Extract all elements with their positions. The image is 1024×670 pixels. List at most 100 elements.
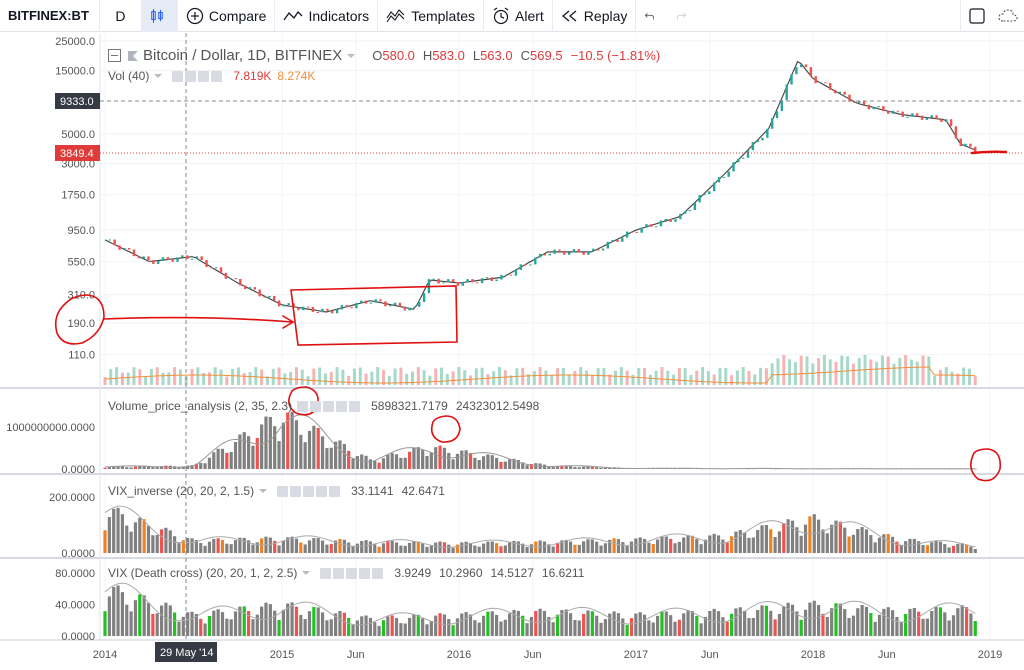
vix-deathcross-title[interactable]: VIX (Death cross) (20, 20, 1, 2, 2.5) xyxy=(108,566,298,580)
braces-icon[interactable] xyxy=(303,485,315,497)
gear-icon[interactable] xyxy=(333,567,345,579)
eye-icon[interactable] xyxy=(320,567,332,579)
plus-icon[interactable] xyxy=(316,485,328,497)
undo-button[interactable] xyxy=(636,0,668,32)
plus-icon[interactable] xyxy=(198,70,210,82)
indicator-bar xyxy=(460,450,464,469)
indicator-bar xyxy=(838,521,842,553)
gear-icon[interactable] xyxy=(310,400,322,412)
volume-bar xyxy=(532,371,536,385)
indicator-bar xyxy=(360,454,364,469)
chevron-down-icon[interactable] xyxy=(153,72,163,80)
volume-bar xyxy=(370,371,374,385)
indicator-bar xyxy=(699,544,703,553)
price-candle xyxy=(142,256,145,259)
indicator-bar xyxy=(629,541,634,553)
close-icon[interactable] xyxy=(211,70,223,82)
eye-icon[interactable] xyxy=(277,485,289,497)
braces-icon[interactable] xyxy=(346,567,358,579)
indicator-bar xyxy=(190,611,194,636)
close-icon[interactable] xyxy=(349,400,361,412)
ohlc-change: −10.5 (−1.81%) xyxy=(570,48,661,63)
indicator-bar xyxy=(586,539,590,553)
main-series-title[interactable]: Bitcoin / Dollar, 1D, BITFINEX xyxy=(143,47,343,64)
vol-legend-buttons[interactable] xyxy=(172,70,224,82)
price-candle xyxy=(741,157,745,159)
vix-deathcross-legend-buttons[interactable] xyxy=(320,567,385,579)
symbol-search-button[interactable]: BITFINEX:BT xyxy=(0,0,100,32)
indicator-bar xyxy=(877,537,882,553)
indicator-bar xyxy=(917,541,921,553)
compare-button[interactable]: Compare xyxy=(178,0,276,32)
price-candle xyxy=(935,115,938,120)
indicator-bar xyxy=(669,538,673,553)
plus-icon[interactable] xyxy=(359,567,371,579)
indicator-bar xyxy=(107,517,111,553)
indicator-bar xyxy=(190,538,194,553)
indicator-bar xyxy=(956,543,960,553)
price-candle xyxy=(553,249,556,254)
chevron-down-icon[interactable] xyxy=(258,487,268,495)
chevron-down-icon[interactable] xyxy=(301,569,311,577)
indicator-bar xyxy=(164,527,168,553)
indicator-bar xyxy=(425,546,429,553)
price-candle xyxy=(369,302,373,304)
price-candle xyxy=(679,213,682,220)
indicator-bar xyxy=(777,613,782,636)
plus-icon[interactable] xyxy=(336,400,348,412)
vpa-title[interactable]: Volume_price_analysis (2, 35, 2.3) xyxy=(108,399,293,413)
eye-icon[interactable] xyxy=(172,70,184,82)
x-tick-label: Jun xyxy=(701,649,719,661)
indicators-button[interactable]: Indicators xyxy=(275,0,379,32)
interval-button[interactable]: D xyxy=(100,0,142,32)
indicator-bar xyxy=(673,543,677,553)
indicator-bar xyxy=(495,457,499,469)
indicator-bar xyxy=(782,606,786,636)
braces-icon[interactable] xyxy=(323,400,335,412)
price-candle xyxy=(872,107,875,110)
indicator-bar xyxy=(299,614,303,636)
price-candle xyxy=(490,277,493,281)
vpa-legend-buttons[interactable] xyxy=(297,400,362,412)
indicator-bar xyxy=(508,613,512,636)
eye-icon[interactable] xyxy=(297,400,309,412)
gear-icon[interactable] xyxy=(290,485,302,497)
volume-bar xyxy=(463,370,467,385)
y-tick-label: 200.0000 xyxy=(49,492,95,504)
collapse-legend-icon[interactable] xyxy=(108,49,121,62)
price-candle xyxy=(302,306,305,311)
cloud-save-button[interactable] xyxy=(992,0,1024,32)
chart-canvas[interactable]: 25000.0 15000.0 5000.0 3000.0 1750.0 950.0 550… xyxy=(0,33,1024,665)
price-candle xyxy=(974,146,977,153)
price-candle xyxy=(737,158,740,163)
chart-area[interactable]: 25000.0 15000.0 5000.0 3000.0 1750.0 950.0 550… xyxy=(0,33,1024,665)
volume-bar xyxy=(909,359,913,385)
replay-button[interactable]: Replay xyxy=(553,0,637,32)
y-tick-label: 190.0 xyxy=(67,318,95,330)
chart-style-button[interactable] xyxy=(141,0,178,32)
chevron-down-icon[interactable] xyxy=(346,52,356,60)
vix-inverse-legend-buttons[interactable] xyxy=(277,485,342,497)
indicator-bar xyxy=(407,542,412,553)
indicator-bar xyxy=(216,609,220,636)
close-icon[interactable] xyxy=(329,485,341,497)
price-candle xyxy=(698,195,701,203)
gear-icon[interactable] xyxy=(185,70,197,82)
templates-button[interactable]: Templates xyxy=(378,0,484,32)
indicator-bar xyxy=(782,523,786,553)
price-candle xyxy=(384,301,387,307)
volume-bar xyxy=(962,367,966,385)
redo-button[interactable] xyxy=(668,0,700,32)
close-icon[interactable] xyxy=(372,567,384,579)
indicator-bar xyxy=(360,616,364,636)
indicator-bar xyxy=(590,466,594,469)
fullscreen-button[interactable] xyxy=(960,0,993,32)
indicator-bar xyxy=(303,619,307,636)
vol-title[interactable]: Vol (40) xyxy=(108,69,150,83)
alert-button[interactable]: Alert xyxy=(484,0,553,32)
indicator-bar xyxy=(129,531,133,553)
volume-bar xyxy=(376,367,380,385)
indicator-bar xyxy=(595,467,599,469)
price-candle xyxy=(277,300,281,307)
vix-inverse-title[interactable]: VIX_inverse (20, 20, 2, 1.5) xyxy=(108,484,255,498)
